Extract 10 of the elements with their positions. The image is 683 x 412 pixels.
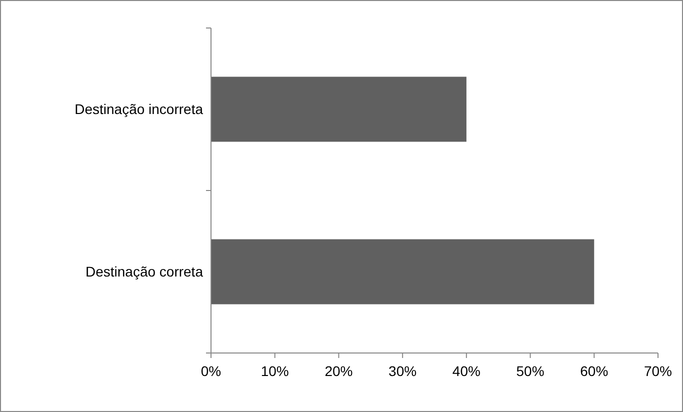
x-tick-label: 70% (644, 363, 672, 379)
x-tick-label: 0% (200, 363, 222, 379)
y-tick-label: Destinação correta (85, 264, 204, 280)
x-tick-label: 30% (388, 363, 417, 379)
x-tick-label: 60% (580, 363, 608, 379)
x-tick-label: 20% (324, 363, 353, 379)
y-tick-label: Destinação incorreta (74, 101, 204, 118)
x-tick-label: 10% (260, 363, 289, 379)
x-tick-label: 40% (452, 363, 480, 379)
x-tick-label: 50% (516, 363, 544, 379)
